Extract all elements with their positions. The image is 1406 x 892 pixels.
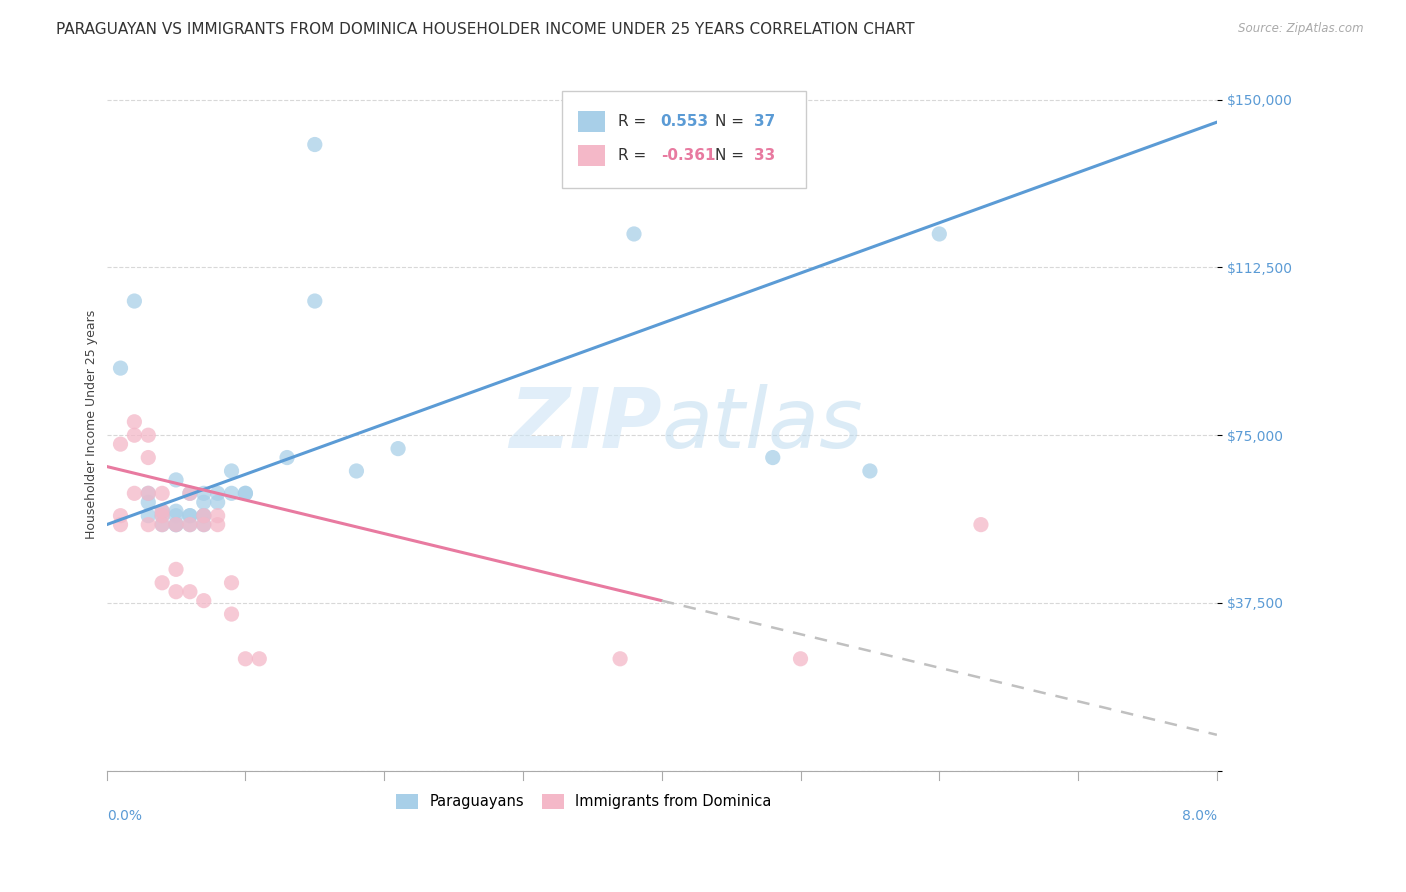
Point (387, 442, 409, 456)
Point (304, 293, 326, 308)
Point (789, 652, 811, 666)
Point (193, 508, 215, 523)
Point (193, 517, 215, 532)
Text: R =: R = (619, 113, 651, 128)
Point (276, 450, 298, 465)
Point (235, 652, 257, 666)
Point (179, 486, 201, 500)
Point (970, 517, 993, 532)
Text: Source: ZipAtlas.com: Source: ZipAtlas.com (1239, 22, 1364, 36)
Point (150, 486, 173, 500)
Point (207, 486, 229, 500)
Point (165, 473, 187, 487)
Point (221, 575, 243, 590)
Point (124, 415, 146, 429)
Point (124, 293, 146, 308)
Point (165, 517, 187, 532)
Point (609, 652, 631, 666)
Text: N =: N = (716, 148, 749, 163)
Point (247, 652, 270, 666)
Point (165, 517, 187, 532)
FancyBboxPatch shape (562, 91, 806, 188)
Point (928, 227, 950, 241)
Point (136, 450, 159, 465)
Point (150, 508, 173, 523)
Point (136, 495, 159, 509)
Point (124, 486, 146, 500)
Point (762, 450, 785, 465)
Point (150, 504, 173, 518)
Point (110, 517, 132, 532)
Point (193, 517, 215, 532)
Point (165, 517, 187, 532)
Point (346, 464, 368, 478)
Point (179, 508, 201, 523)
Text: ZIP: ZIP (509, 384, 662, 465)
Point (179, 517, 201, 532)
Text: R =: R = (619, 148, 651, 163)
Point (136, 517, 159, 532)
Point (136, 486, 159, 500)
Point (150, 517, 173, 532)
Point (235, 486, 257, 500)
Point (623, 227, 645, 241)
Point (207, 495, 229, 509)
Point (150, 504, 173, 518)
FancyBboxPatch shape (578, 145, 605, 166)
Y-axis label: Householder Income Under 25 years: Householder Income Under 25 years (86, 310, 98, 539)
Point (193, 508, 215, 523)
Point (193, 495, 215, 509)
Point (110, 437, 132, 451)
Point (859, 464, 882, 478)
Text: atlas: atlas (662, 384, 863, 465)
Point (193, 486, 215, 500)
Point (136, 508, 159, 523)
Text: 8.0%: 8.0% (1181, 809, 1216, 823)
Text: 33: 33 (754, 148, 775, 163)
Text: 37: 37 (754, 113, 775, 128)
Point (207, 508, 229, 523)
Point (179, 508, 201, 523)
Point (165, 562, 187, 576)
Point (221, 486, 243, 500)
Point (179, 486, 201, 500)
Text: N =: N = (716, 113, 749, 128)
Point (193, 593, 215, 607)
Point (124, 428, 146, 442)
Point (110, 508, 132, 523)
Point (165, 508, 187, 523)
Point (179, 584, 201, 599)
Point (150, 517, 173, 532)
Point (207, 517, 229, 532)
Legend: Paraguayans, Immigrants from Dominica: Paraguayans, Immigrants from Dominica (391, 789, 778, 815)
Point (136, 428, 159, 442)
Text: 0.0%: 0.0% (107, 809, 142, 823)
Point (235, 486, 257, 500)
Point (136, 486, 159, 500)
Point (221, 464, 243, 478)
Point (165, 504, 187, 518)
Point (193, 508, 215, 523)
Text: 0.553: 0.553 (661, 113, 709, 128)
Point (150, 575, 173, 590)
Point (304, 137, 326, 152)
Text: -0.361: -0.361 (661, 148, 716, 163)
Point (179, 517, 201, 532)
Point (150, 508, 173, 523)
Point (165, 584, 187, 599)
Point (110, 361, 132, 376)
Text: PARAGUAYAN VS IMMIGRANTS FROM DOMINICA HOUSEHOLDER INCOME UNDER 25 YEARS CORRELA: PARAGUAYAN VS IMMIGRANTS FROM DOMINICA H… (56, 22, 915, 37)
FancyBboxPatch shape (578, 111, 605, 131)
Point (221, 607, 243, 621)
